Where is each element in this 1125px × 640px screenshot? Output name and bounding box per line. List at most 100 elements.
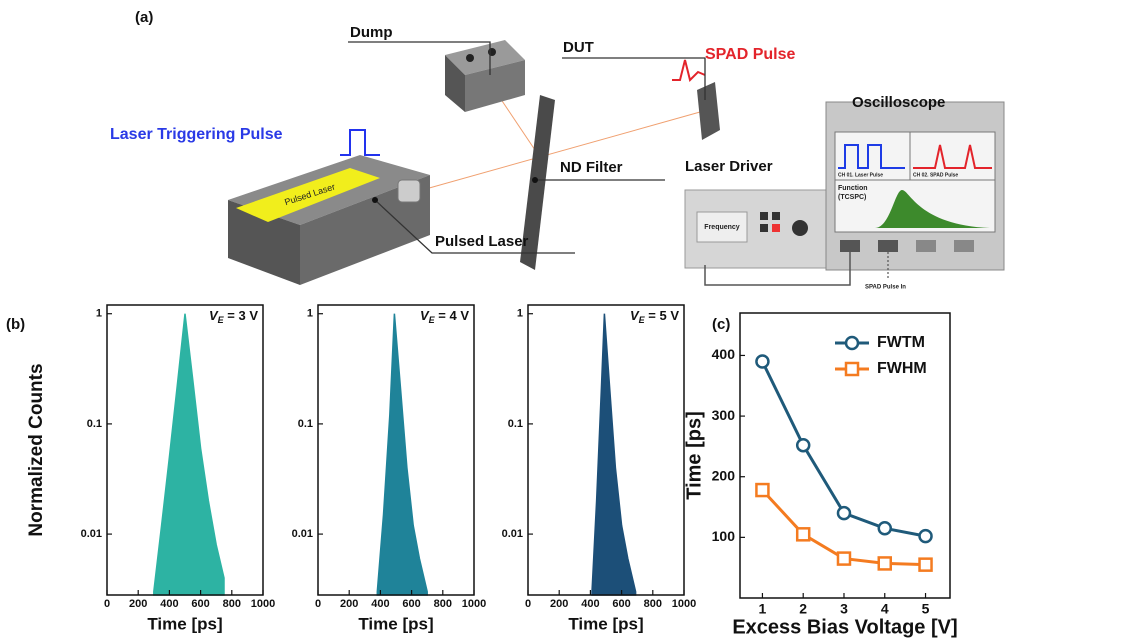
dump-top <box>445 40 525 75</box>
nd-filter-label: ND Filter <box>560 159 623 176</box>
marker <box>836 551 852 566</box>
y-tick-label: 1 <box>96 308 102 320</box>
y-tick-label: 0.01 <box>81 528 102 540</box>
callout-dot <box>532 177 538 183</box>
annotation-part: = 3 V <box>224 308 259 323</box>
area <box>591 313 637 596</box>
y-tick-label: 0.1 <box>508 418 523 430</box>
y-tick-label: 200 <box>712 467 736 483</box>
x-axis-label: Time [ps] <box>358 614 433 633</box>
annotation: VE = 4 V <box>420 308 469 325</box>
plot-frame <box>739 312 951 599</box>
x-tick-label: 800 <box>434 598 452 610</box>
annotation-part: = 5 V <box>645 308 680 323</box>
panel-label: (b) <box>6 316 25 333</box>
x-tick-label: 1000 <box>462 598 486 610</box>
x-tick-label: 400 <box>581 598 599 610</box>
y-tick-label: 100 <box>712 528 736 544</box>
laser-front <box>300 175 430 285</box>
port <box>916 240 936 252</box>
button <box>772 212 780 220</box>
marker <box>755 482 770 498</box>
button <box>772 224 780 232</box>
x-tick-label: 400 <box>160 598 178 610</box>
annotation-part: E <box>429 315 436 325</box>
legend-marker <box>844 335 860 351</box>
annotation-part: = 4 V <box>435 308 470 323</box>
function-label: Function <box>838 185 868 192</box>
spad-pulse-label: SPAD Pulse <box>705 46 796 63</box>
marker <box>877 556 893 571</box>
ch2-label: CH 02. SPAD Pulse <box>913 172 958 178</box>
dump-side <box>445 55 465 112</box>
plot-frame <box>527 304 685 596</box>
marker <box>795 527 811 542</box>
y-tick-label: 1 <box>307 308 313 320</box>
area <box>153 313 225 596</box>
y-tick-label: 0.1 <box>87 418 102 430</box>
cable <box>704 252 851 286</box>
x-axis-label: Excess Bias Voltage [V] <box>732 616 957 638</box>
y-tick-label: 1 <box>517 308 523 320</box>
dut <box>697 82 720 140</box>
spad-pulse-trace <box>913 144 992 169</box>
spad-pulse-icon <box>672 59 706 82</box>
legend-label: FWTM <box>877 334 925 351</box>
x-tick-label: 0 <box>525 598 531 610</box>
laser-side <box>228 200 300 285</box>
y-tick-label: 0.1 <box>298 418 313 430</box>
dump-hole <box>466 54 474 62</box>
driver-display <box>696 211 748 243</box>
annotation: VE = 3 V <box>209 308 258 325</box>
button <box>760 212 768 220</box>
annotation: VE = 5 V <box>630 308 679 325</box>
pulsed-laser-label: Pulsed Laser <box>435 233 529 250</box>
x-tick-label: 600 <box>402 598 420 610</box>
callout <box>562 57 706 100</box>
spad-pulse-in-label: SPAD Pulse In <box>865 285 906 291</box>
callout <box>374 199 575 254</box>
x-tick-label: 0 <box>104 598 110 610</box>
y-axis-label: Normalized Counts <box>26 363 47 536</box>
plot-frame <box>317 304 475 596</box>
beam <box>414 111 701 193</box>
marker <box>918 557 933 572</box>
x-tick-label: 400 <box>371 598 389 610</box>
x-tick-label: 0 <box>315 598 321 610</box>
x-tick-label: 200 <box>129 598 147 610</box>
annotation-part: E <box>639 315 646 325</box>
tcspc-trace <box>838 190 990 228</box>
x-tick-label: 600 <box>612 598 630 610</box>
x-tick-label: 1 <box>759 601 767 617</box>
port <box>878 240 898 252</box>
callout <box>348 41 491 75</box>
plot-frame <box>106 304 264 596</box>
x-tick-label: 4 <box>881 601 889 617</box>
y-axis-label: Time [ps] <box>683 411 705 500</box>
callout-dot <box>372 197 378 203</box>
y-tick-label: 300 <box>712 407 736 423</box>
area <box>376 313 428 596</box>
trigger-label: Laser Triggering Pulse <box>110 126 283 143</box>
y-tick-label: 400 <box>712 346 736 362</box>
marker <box>877 521 893 536</box>
y-tick-label: 0.01 <box>292 528 313 540</box>
x-tick-label: 5 <box>922 601 930 617</box>
dump-front <box>465 60 525 112</box>
laser-label-plate <box>236 168 380 222</box>
button <box>760 224 768 232</box>
marker <box>755 354 770 369</box>
trigger-pulse <box>340 129 380 156</box>
x-tick-label: 200 <box>340 598 358 610</box>
knob <box>792 220 808 236</box>
x-axis-label: Time [ps] <box>568 614 643 633</box>
x-tick-label: 2 <box>799 601 807 617</box>
laser-lens <box>397 179 421 203</box>
dut-label: DUT <box>563 39 594 56</box>
marker <box>795 437 811 453</box>
legend-marker <box>844 361 860 377</box>
oscilloscope-label: Oscilloscope <box>852 94 945 111</box>
x-tick-label: 800 <box>223 598 241 610</box>
annotation-part: E <box>218 315 225 325</box>
laser-driver-label: Laser Driver <box>685 158 773 175</box>
